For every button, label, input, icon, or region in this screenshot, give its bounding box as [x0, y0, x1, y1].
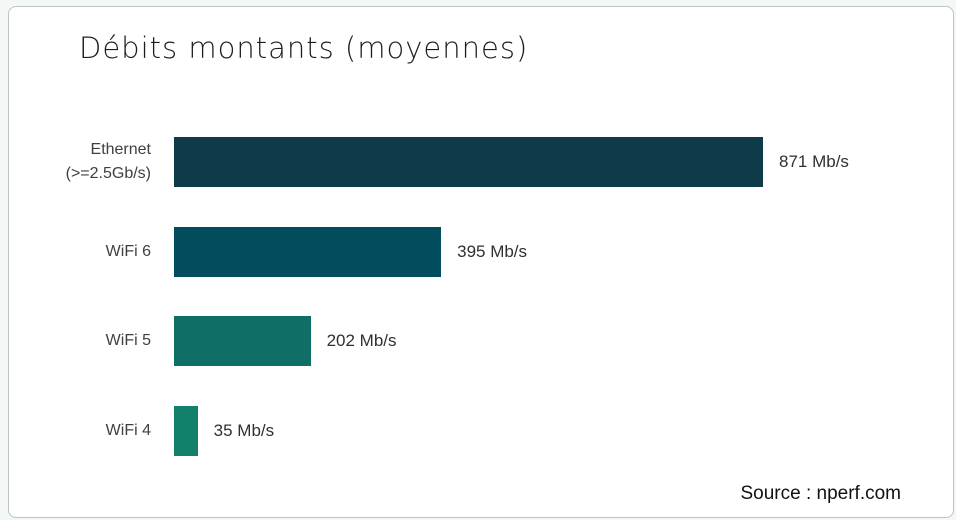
chart-title: Débits montants (moyennes)	[79, 31, 529, 65]
bar	[174, 137, 763, 187]
category-label: WiFi 6	[105, 242, 151, 260]
bar	[174, 316, 311, 366]
source-note: Source : nperf.com	[740, 483, 901, 504]
category-label: Ethernet (>=2.5Gb/s)	[65, 141, 151, 182]
category-label: WiFi 4	[105, 421, 151, 439]
bar	[174, 226, 442, 277]
value-label: 202 Mb/s	[326, 331, 397, 350]
value-label: 871 Mb/s	[779, 152, 849, 171]
category-label: WiFi 5	[105, 332, 151, 349]
value-label: 395 Mb/s	[457, 241, 528, 261]
value-label: 35 Mb/s	[213, 420, 275, 440]
bar	[174, 405, 198, 456]
chart: Débits montants (moyennes) Source : nper…	[8, 6, 954, 518]
